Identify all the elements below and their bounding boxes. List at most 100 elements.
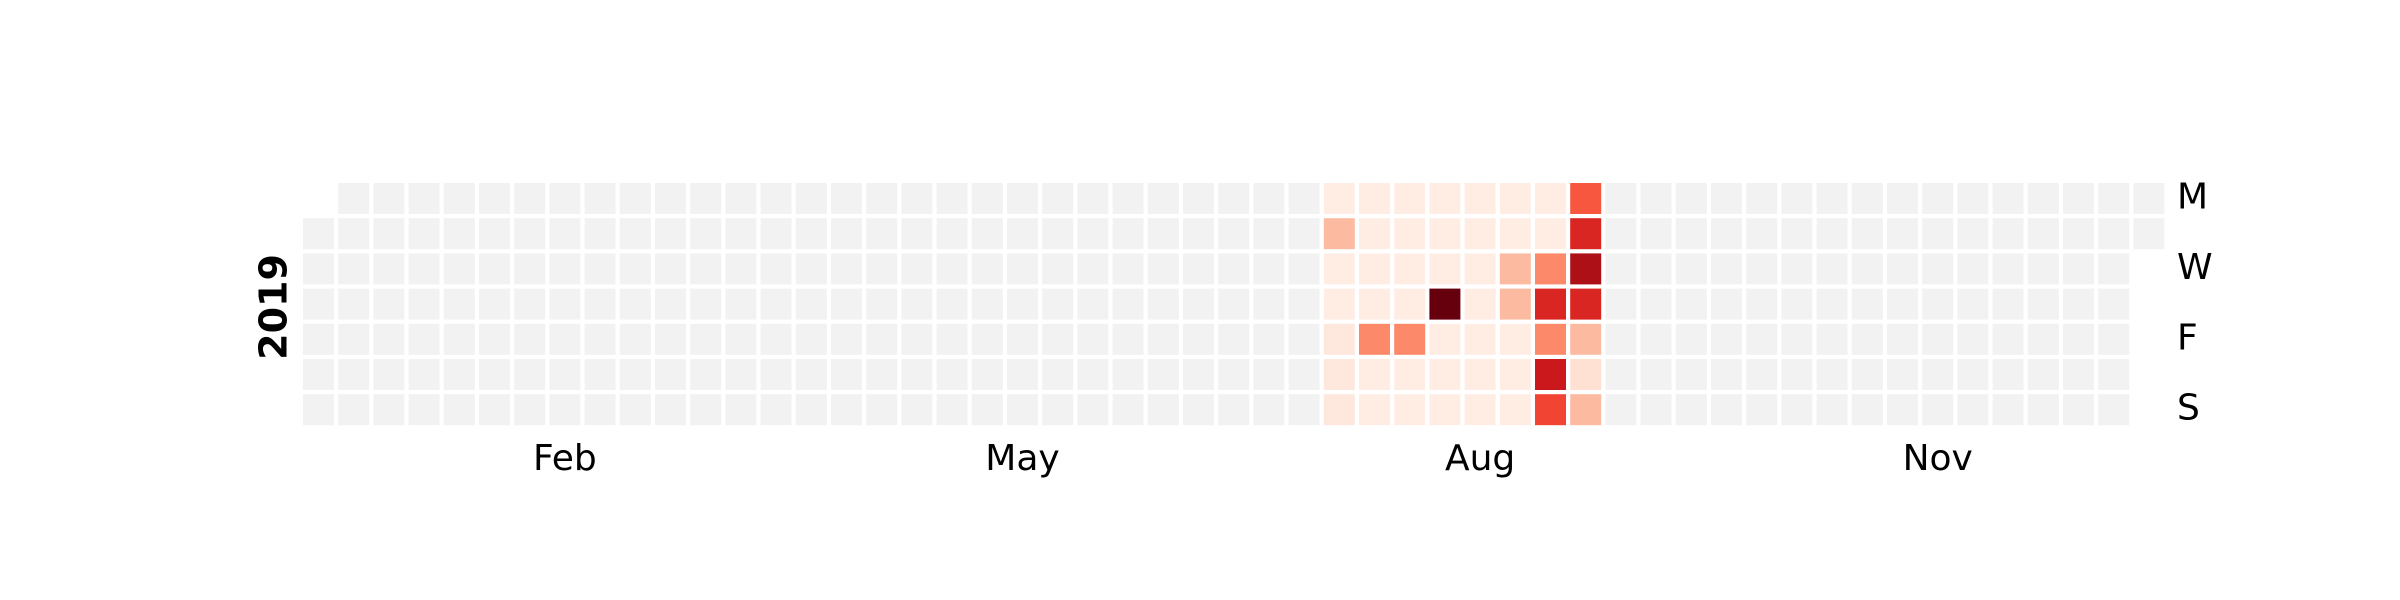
heatmap-cell xyxy=(936,253,968,285)
heatmap-cell xyxy=(373,183,405,214)
heatmap-cell xyxy=(1253,253,1285,285)
heatmap-cell xyxy=(1253,394,1285,426)
heatmap-cell xyxy=(584,323,616,355)
heatmap-cell xyxy=(443,323,475,355)
heatmap-cell xyxy=(2027,394,2059,426)
heatmap-cell xyxy=(2098,218,2130,250)
heatmap-cell xyxy=(690,288,722,320)
heatmap-cell xyxy=(655,183,686,214)
heatmap-cell xyxy=(408,359,440,390)
heatmap-cell-active xyxy=(1429,359,1461,390)
heatmap-cell xyxy=(1992,183,2024,214)
heatmap-cell xyxy=(866,218,898,250)
heatmap-cell xyxy=(1183,394,1214,426)
heatmap-cell xyxy=(443,359,475,390)
heatmap-cell xyxy=(514,359,546,390)
heatmap-cell-active xyxy=(1359,218,1390,250)
heatmap-cell xyxy=(1922,323,1954,355)
heatmap-cell-active xyxy=(1394,288,1426,320)
heatmap-cell xyxy=(1887,394,1918,426)
heatmap-cell xyxy=(303,359,334,390)
heatmap-cell xyxy=(1957,359,1989,390)
heatmap-cell xyxy=(795,183,827,214)
heatmap-cell xyxy=(1711,253,1742,285)
heatmap-cell xyxy=(1112,288,1144,320)
heatmap-cell xyxy=(549,253,581,285)
heatmap-cell xyxy=(2027,218,2059,250)
heatmap-cell xyxy=(1007,323,1038,355)
heatmap-cell xyxy=(479,394,510,426)
heatmap-cell-active xyxy=(1394,183,1426,214)
heatmap-cell xyxy=(408,323,440,355)
heatmap-cell xyxy=(1640,394,1672,426)
y-tick-label: F xyxy=(2177,317,2198,358)
heatmap-cell xyxy=(1992,288,2024,320)
heatmap-cell xyxy=(1675,323,1707,355)
heatmap-cell-active xyxy=(1535,359,1566,390)
heatmap-cell xyxy=(373,218,405,250)
heatmap-cell xyxy=(443,288,475,320)
heatmap-cell xyxy=(1007,359,1038,390)
heatmap-cell xyxy=(1992,323,2024,355)
heatmap-cell xyxy=(303,288,334,320)
heatmap-cell xyxy=(1922,288,1954,320)
heatmap-cell-active xyxy=(1323,288,1355,320)
heatmap-cell xyxy=(936,323,968,355)
heatmap-cell xyxy=(479,218,510,250)
heatmap-cell-active xyxy=(1499,359,1531,390)
heatmap-cell xyxy=(549,183,581,214)
heatmap-cell xyxy=(1218,288,1250,320)
heatmap-cell xyxy=(901,359,933,390)
heatmap-cell xyxy=(2027,288,2059,320)
heatmap-cell xyxy=(831,394,862,426)
heatmap-cell xyxy=(901,288,933,320)
heatmap-cell xyxy=(443,394,475,426)
heatmap-cell xyxy=(866,253,898,285)
heatmap-cell xyxy=(1816,394,1848,426)
heatmap-cell xyxy=(303,323,334,355)
heatmap-cell xyxy=(866,288,898,320)
heatmap-cell xyxy=(1957,394,1989,426)
heatmap-cell xyxy=(971,253,1003,285)
heatmap-cell xyxy=(795,359,827,390)
heatmap-cell xyxy=(1183,323,1214,355)
heatmap-cell xyxy=(655,288,686,320)
heatmap-cell xyxy=(408,288,440,320)
heatmap-cell xyxy=(760,394,792,426)
heatmap-cell xyxy=(1218,218,1250,250)
heatmap-cell-active xyxy=(1570,288,1602,320)
heatmap-cell xyxy=(1816,183,1848,214)
heatmap-cell xyxy=(1218,253,1250,285)
heatmap-cell xyxy=(655,218,686,250)
heatmap-cell-active xyxy=(1464,323,1496,355)
heatmap-cell xyxy=(1746,253,1778,285)
heatmap-cell xyxy=(1288,253,1320,285)
heatmap-cell xyxy=(584,183,616,214)
heatmap-cell xyxy=(549,394,581,426)
heatmap-cell-active xyxy=(1570,183,1602,214)
heatmap-cell-active xyxy=(1464,394,1496,426)
heatmap-cell xyxy=(760,323,792,355)
heatmap-cell xyxy=(549,288,581,320)
heatmap-cell xyxy=(1183,253,1214,285)
heatmap-cell-active xyxy=(1535,218,1566,250)
heatmap-cell xyxy=(1288,288,1320,320)
heatmap-cell-active xyxy=(1499,288,1531,320)
heatmap-cell xyxy=(2063,253,2094,285)
heatmap-cell xyxy=(338,253,370,285)
heatmap-cell-active xyxy=(1464,253,1496,285)
heatmap-cell xyxy=(1042,218,1074,250)
heatmap-cell-active xyxy=(1499,323,1531,355)
heatmap-cell xyxy=(1288,218,1320,250)
heatmap-cell xyxy=(1288,359,1320,390)
heatmap-cell-active xyxy=(1359,323,1390,355)
heatmap-cell xyxy=(1781,359,1813,390)
heatmap-cell xyxy=(408,394,440,426)
heatmap-cell xyxy=(1288,323,1320,355)
heatmap-cell xyxy=(2063,183,2094,214)
heatmap-cell xyxy=(1605,218,1637,250)
heatmap-cell xyxy=(584,359,616,390)
heatmap-cell xyxy=(1851,394,1883,426)
heatmap-cell xyxy=(619,359,651,390)
